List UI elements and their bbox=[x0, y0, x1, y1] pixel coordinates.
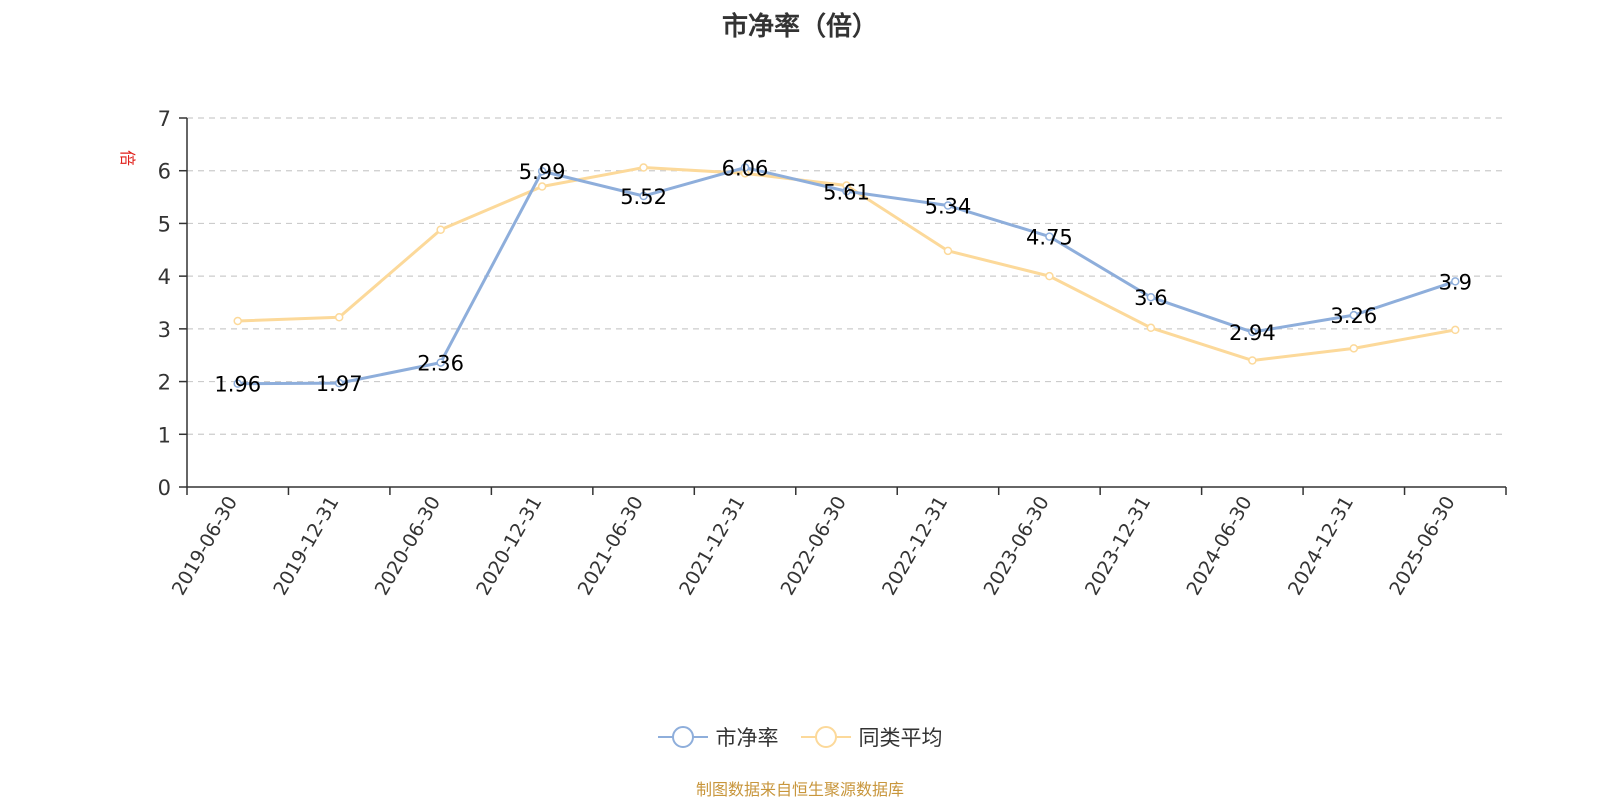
data-label: 3.6 bbox=[1134, 286, 1167, 310]
data-label: 5.34 bbox=[925, 195, 972, 219]
chart-title: 市净率（倍） bbox=[721, 12, 878, 42]
x-tick-label: 2020-06-30 bbox=[371, 492, 445, 599]
data-point bbox=[842, 187, 851, 196]
x-tick-label: 2024-12-31 bbox=[1284, 493, 1358, 600]
data-label: 5.52 bbox=[620, 185, 667, 209]
data-label: 3.26 bbox=[1330, 304, 1377, 328]
data-point bbox=[1146, 323, 1156, 333]
y-tick-label: 4 bbox=[158, 265, 171, 289]
data-label: 2.94 bbox=[1229, 321, 1276, 345]
x-tick-label: 2022-12-31 bbox=[878, 493, 952, 600]
legend-swatch-peer-avg-icon bbox=[800, 726, 851, 748]
x-tick-label: 2023-06-30 bbox=[979, 493, 1053, 600]
data-label: 3.9 bbox=[1439, 270, 1472, 294]
y-axis-label: 倍 bbox=[118, 150, 137, 166]
data-point bbox=[334, 378, 344, 388]
data-point bbox=[436, 358, 445, 367]
data-label: 5.99 bbox=[519, 160, 566, 184]
x-tick-label: 2022-06-30 bbox=[777, 493, 851, 600]
x-tick-label: 2025-06-30 bbox=[1385, 493, 1459, 600]
data-point bbox=[740, 163, 750, 172]
data-label: 5.61 bbox=[823, 180, 870, 204]
data-point bbox=[436, 225, 445, 235]
series-lines bbox=[233, 163, 1460, 388]
data-label: 6.06 bbox=[722, 157, 769, 181]
data-point bbox=[233, 316, 242, 326]
x-tick-label: 2024-06-30 bbox=[1182, 493, 1256, 600]
y-tick-label: 5 bbox=[158, 212, 171, 236]
data-point bbox=[1045, 271, 1054, 281]
y-tick-label: 6 bbox=[158, 160, 171, 184]
x-tick-label: 2019-12-31 bbox=[269, 493, 343, 600]
y-tick-label: 2 bbox=[158, 371, 171, 395]
y-tick-label: 0 bbox=[158, 476, 171, 500]
data-point bbox=[639, 163, 648, 172]
data-point bbox=[1349, 344, 1359, 353]
x-tick-label: 2019-06-30 bbox=[168, 493, 242, 600]
data-point bbox=[943, 201, 953, 210]
legend-swatch-pb-icon bbox=[657, 726, 708, 748]
x-tick-label: 2021-12-31 bbox=[675, 493, 749, 600]
data-label: 1.96 bbox=[214, 373, 261, 397]
source-note: 制图数据来自恒生聚源数据库 bbox=[695, 780, 904, 799]
legend-label-pb: 市净率 bbox=[715, 726, 779, 750]
data-point bbox=[1248, 356, 1257, 365]
legend: 市净率 同类平均 bbox=[0, 722, 1600, 752]
legend-item-peer-avg[interactable]: 同类平均 bbox=[800, 722, 943, 752]
y-tick-label: 7 bbox=[158, 107, 171, 131]
data-labels: 1.96 1.97 2.36 5.99 5.52 6.06 5.61 5.34 4.75 3.6 2… bbox=[214, 157, 1472, 397]
data-point bbox=[1451, 277, 1460, 286]
data-point bbox=[943, 246, 953, 256]
data-point bbox=[1146, 292, 1156, 302]
y-tick-label: 1 bbox=[158, 423, 171, 447]
data-point bbox=[1349, 310, 1359, 320]
data-point bbox=[537, 182, 547, 191]
legend-item-pb[interactable]: 市净率 bbox=[657, 722, 779, 752]
legend-label-peer-avg: 同类平均 bbox=[858, 726, 943, 750]
data-point bbox=[1045, 232, 1054, 241]
data-point bbox=[537, 166, 547, 176]
data-point bbox=[233, 379, 242, 388]
x-tick-label: 2020-12-31 bbox=[472, 493, 546, 600]
data-label: 1.97 bbox=[316, 372, 363, 396]
y-tick-label: 3 bbox=[158, 318, 171, 342]
legend-marker-peer-avg bbox=[814, 726, 837, 748]
x-tick-label: 2021-06-30 bbox=[574, 493, 648, 600]
legend-marker-pb bbox=[671, 726, 694, 748]
data-label: 4.75 bbox=[1026, 226, 1073, 250]
data-point bbox=[334, 313, 344, 322]
data-point bbox=[639, 191, 648, 201]
data-label: 2.36 bbox=[417, 352, 464, 376]
data-point bbox=[1248, 327, 1257, 337]
x-tick-label: 2023-12-31 bbox=[1081, 493, 1155, 600]
data-point bbox=[1451, 325, 1460, 335]
